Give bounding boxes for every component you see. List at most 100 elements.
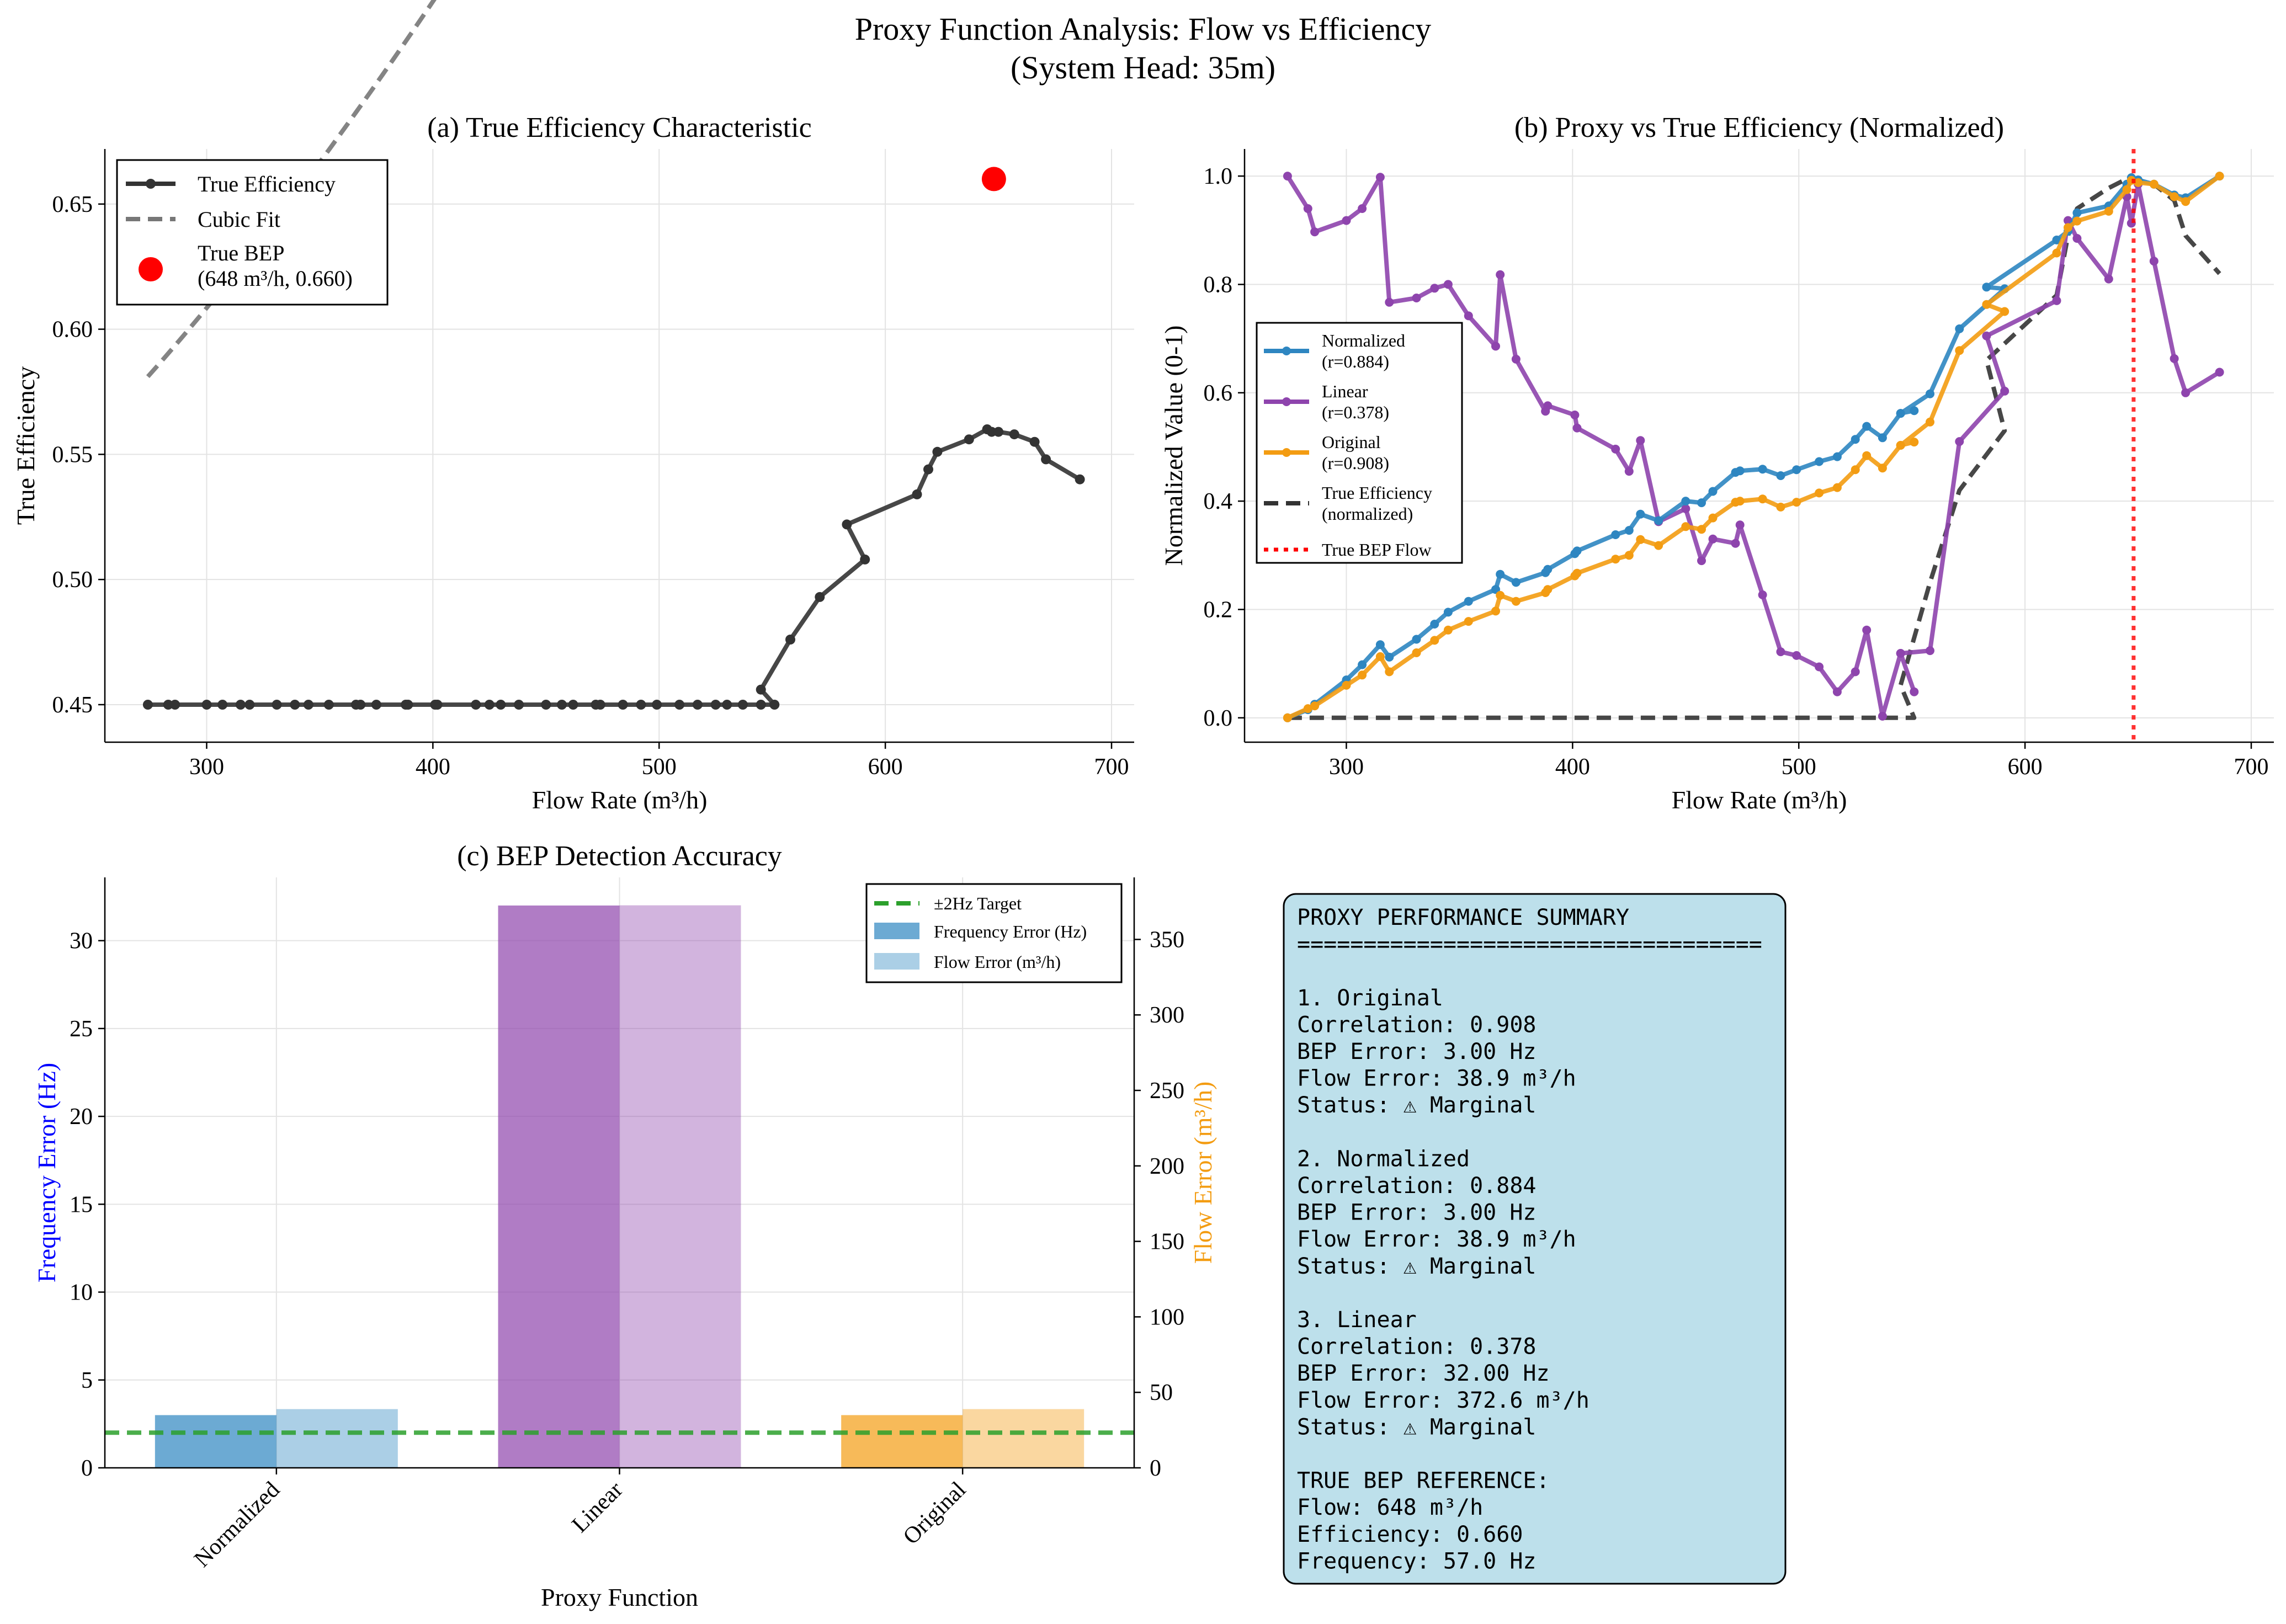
true-efficiency-point — [323, 700, 334, 710]
true-efficiency-point — [557, 700, 567, 710]
original-proxy-point — [2122, 185, 2131, 194]
linear-proxy-point — [2181, 388, 2191, 397]
linear-proxy-point — [1731, 539, 1740, 548]
original-proxy-point — [2000, 307, 2009, 316]
legend-b: Normalized (r=0.884) Linear(r=0.378) Origin… — [1256, 322, 1463, 564]
linear-proxy-point — [1570, 411, 1580, 419]
linear-proxy-point — [1776, 647, 1785, 657]
original-proxy-point — [1832, 483, 1842, 492]
summary-line: Correlation: 0.908 — [1297, 1012, 1536, 1037]
original-proxy-point — [1708, 513, 1718, 523]
true-efficiency-point — [142, 700, 153, 710]
y2-tick-label: 0 — [1150, 1456, 1161, 1481]
original-proxy-point — [1543, 585, 1553, 594]
x-tick-label: 600 — [2008, 754, 2043, 780]
x-tick-label: 700 — [1094, 754, 1129, 780]
normalized-proxy-point — [2072, 208, 2082, 217]
original-proxy-point — [2170, 192, 2179, 201]
normalized-proxy-point — [1358, 660, 1367, 669]
linear-proxy-point — [2215, 368, 2224, 377]
y2-tick-label: 350 — [1150, 927, 1184, 952]
true-efficiency-point — [932, 446, 943, 457]
true-efficiency-point — [163, 700, 173, 710]
original-proxy-point — [1697, 525, 1706, 534]
summary-line: Flow: 648 m³/h — [1297, 1495, 1483, 1520]
summary-box — [1283, 893, 1787, 1585]
linear-proxy-point — [1851, 667, 1860, 677]
true-efficiency-point — [692, 700, 703, 710]
normalized-proxy-point — [1832, 452, 1842, 461]
summary-line: Status: ⚠ Marginal — [1297, 1254, 1536, 1279]
summary-line: Flow Error: 38.9 m³/h — [1297, 1227, 1576, 1252]
x-tick-label: Original — [899, 1477, 971, 1550]
normalized-proxy-point — [1375, 640, 1385, 649]
original-proxy-point — [1511, 597, 1521, 606]
y-tick-label: 5 — [81, 1368, 93, 1393]
normalized-proxy-point — [1430, 620, 1439, 629]
original-proxy-point — [1654, 541, 1663, 550]
legend-label: Original — [1322, 432, 1381, 452]
summary-line: 3. Linear — [1297, 1307, 1417, 1333]
summary-panel: PROXY PERFORMANCE SUMMARY===============… — [1283, 893, 1787, 1585]
linear-proxy-point — [2072, 234, 2082, 243]
legend-label: True BEP Flow — [1322, 540, 1432, 560]
normalized-proxy-point — [1412, 635, 1421, 644]
summary-line: BEP Error: 3.00 Hz — [1297, 1039, 1536, 1064]
legend-label: (r=0.378) — [1322, 402, 1389, 422]
true-efficiency-point — [986, 427, 997, 437]
true-efficiency-point — [674, 700, 685, 710]
linear-proxy-point — [1792, 651, 1801, 660]
true-efficiency-line — [147, 427, 1081, 707]
original-proxy-point — [1851, 465, 1860, 475]
linear-proxy-point — [1283, 172, 1292, 181]
original-proxy-point — [2052, 248, 2061, 258]
x-tick-label: 700 — [2234, 754, 2269, 780]
y-tick-label: 0.55 — [52, 442, 93, 467]
original-proxy-point — [1611, 555, 1620, 564]
y-tick-label: 0.45 — [52, 693, 93, 718]
normalized-proxy-point — [1758, 465, 1767, 474]
linear-proxy-point — [1303, 204, 1312, 213]
true-efficiency-point — [860, 554, 870, 565]
true-efficiency-point — [217, 700, 228, 710]
panel-c-bep-accuracy-chart: 051015202530050100150200250300350Normali… — [33, 840, 1217, 1611]
normalized-proxy-point — [1862, 422, 1872, 431]
flow-error-bar-original — [963, 1409, 1084, 1468]
linear-proxy-point — [1862, 625, 1872, 635]
flow-error-bar-linear — [619, 905, 741, 1468]
y-tick-label: 20 — [70, 1104, 93, 1130]
normalized-proxy-point — [2052, 235, 2061, 244]
legend-label: ±2Hz Target — [934, 893, 1022, 913]
linear-proxy-point — [2104, 274, 2113, 284]
y-tick-label: 0.60 — [52, 317, 93, 343]
normalized-proxy-point — [1735, 466, 1745, 476]
normalized-proxy-point — [1624, 526, 1634, 535]
linear-proxy-point — [1982, 331, 1991, 340]
x-axis-label: Flow Rate (m³/h) — [1672, 786, 1847, 814]
y2-tick-label: 50 — [1150, 1380, 1173, 1405]
summary-line: Correlation: 0.378 — [1297, 1334, 1536, 1360]
y-tick-label: 0 — [81, 1456, 93, 1481]
original-proxy-point — [1310, 701, 1320, 711]
y2-axis-label: Flow Error (m³/h) — [1189, 1082, 1217, 1264]
x-axis-label: Flow Rate (m³/h) — [532, 786, 708, 814]
true-efficiency-point — [235, 700, 246, 710]
y-axis-label: Frequency Error (Hz) — [33, 1063, 61, 1282]
true-efficiency-point — [815, 592, 825, 602]
true-efficiency-point — [541, 700, 551, 710]
true-efficiency-point — [737, 700, 748, 710]
linear-proxy-point — [1832, 687, 1842, 696]
legend-frequency-swatch — [874, 923, 919, 939]
true-efficiency-point — [1029, 436, 1040, 447]
y-tick-label: 0.6 — [1204, 381, 1233, 406]
linear-proxy-point — [1511, 354, 1521, 364]
true-efficiency-point — [403, 700, 413, 710]
chart-title: (b) Proxy vs True Efficiency (Normalized… — [1514, 112, 2004, 143]
normalized-proxy-point — [1654, 516, 1663, 525]
original-proxy-point — [2181, 197, 2191, 206]
linear-proxy-point — [1815, 662, 1824, 672]
normalized-proxy-point — [1815, 457, 1824, 466]
linear-proxy-point — [1385, 297, 1394, 307]
legend-a: True Efficiency Cubic Fit True BEP(648 m³/… — [116, 159, 389, 306]
